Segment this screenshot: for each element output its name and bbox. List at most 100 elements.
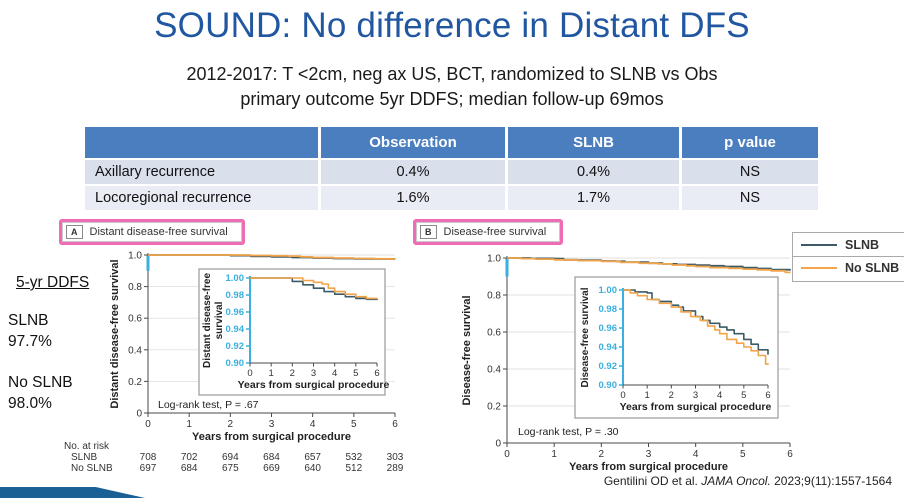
at-risk-value: 289 <box>386 463 404 474</box>
inset-y-axis-label: survival <box>214 301 225 339</box>
log-rank-annotation: Log-rank test, P = .30 <box>518 426 619 438</box>
table-cell: 0.4% <box>321 160 505 184</box>
at-risk-title: No. at risk <box>64 441 110 452</box>
inset-y-tick-label: 0.90 <box>226 358 245 369</box>
inset-y-tick-label: 0.92 <box>226 341 245 352</box>
km-curve-no-slnb <box>507 257 791 274</box>
at-risk-value: 675 <box>221 463 239 474</box>
stats-no-slnb-value: 98.0% <box>8 395 52 412</box>
x-tick-label: 1 <box>551 449 557 460</box>
inset-x-tick-label: 5 <box>741 390 746 401</box>
y-axis-label: Distant disease-free survival <box>109 259 121 408</box>
y-tick-label: 0.2 <box>128 377 142 388</box>
at-risk-value: 669 <box>263 463 280 474</box>
x-tick-label: 0 <box>145 419 151 430</box>
x-tick-label: 4 <box>310 419 316 430</box>
inset-x-tick-label: 0 <box>247 368 252 379</box>
x-tick-label: 2 <box>599 449 605 460</box>
at-risk-value: 657 <box>304 452 321 463</box>
x-axis-label: Years from surgical procedure <box>192 431 351 443</box>
y-axis-label: Disease-free survival <box>461 295 473 405</box>
inset-y-tick-label: 0.98 <box>599 304 618 315</box>
x-tick-label: 3 <box>646 449 652 460</box>
inset-x-axis-label: Years from surgical procedure <box>620 401 772 413</box>
x-tick-label: 3 <box>269 419 275 430</box>
inset-x-tick-label: 2 <box>669 390 674 401</box>
table-cell: Axillary recurrence <box>85 160 318 184</box>
inset-x-tick-label: 1 <box>269 368 274 379</box>
y-tick-label: 1.0 <box>128 251 142 262</box>
at-risk-value: 684 <box>263 452 280 463</box>
x-tick-label: 6 <box>392 419 398 430</box>
inset-y-tick-label: 0.96 <box>599 323 618 334</box>
panel-a-letter: A <box>66 225 83 239</box>
y-tick-label: 0.4 <box>128 345 142 356</box>
no-slnb-line-swatch <box>801 267 837 269</box>
table-header-observation: Observation <box>321 127 505 158</box>
panel-a-km-chart: 0 0.2 0.4 0.6 0.8 1.0 0 1 2 3 4 5 6 Years from surgic… <box>95 244 435 494</box>
citation-prefix: Gentilini OD et al. <box>603 474 702 488</box>
citation-journal: JAMA Oncol. <box>701 474 771 488</box>
y-tick-label: 0.6 <box>487 328 501 339</box>
inset-y-tick-label: 0.94 <box>599 342 618 353</box>
inset-y-tick-label: 0.98 <box>226 290 245 301</box>
subtitle-line-1: 2012-2017: T <2cm, neg ax US, BCT, rando… <box>186 64 718 84</box>
inset-x-tick-label: 4 <box>332 368 337 379</box>
inset-x-axis-label: Years from surgical procedure <box>238 379 390 391</box>
at-risk-row-label-slnb: SLNB <box>71 452 98 463</box>
legend: SLNB No SLNB <box>792 232 904 282</box>
at-risk-value: 512 <box>345 463 363 474</box>
table-header-slnb: SLNB <box>508 127 679 158</box>
recurrence-table: Observation SLNB p value Axillary recurr… <box>85 127 818 210</box>
at-risk-row-label-no-slnb: No SLNB <box>71 463 113 474</box>
x-tick-label: 6 <box>787 449 793 460</box>
decorative-wedge <box>0 487 145 498</box>
x-tick-label: 2 <box>228 419 234 430</box>
at-risk-value: 640 <box>304 463 321 474</box>
table-cell: 1.6% <box>321 186 505 210</box>
log-rank-annotation: Log-rank test, P = .67 <box>158 399 259 411</box>
stats-no-slnb-label: No SLNB <box>8 374 73 391</box>
stats-heading: 5-yr DDFS <box>16 274 90 291</box>
inset-box <box>198 268 386 396</box>
legend-item-slnb: SLNB <box>793 233 904 256</box>
inset-x-tick-label: 6 <box>765 390 770 401</box>
citation-suffix: 2023;9(11):1557-1564 <box>770 474 892 488</box>
legend-label-slnb: SLNB <box>845 237 880 252</box>
at-risk-value: 697 <box>139 463 157 474</box>
table-cell: NS <box>682 160 818 184</box>
table-cell: 0.4% <box>508 160 679 184</box>
inset-x-tick-label: 2 <box>290 368 295 379</box>
at-risk-value: 532 <box>345 452 363 463</box>
y-tick-label: 0 <box>495 439 501 450</box>
inset-x-tick-label: 3 <box>311 368 316 379</box>
y-tick-label: 0.8 <box>128 282 142 293</box>
inset-km-curve-slnb <box>250 277 378 301</box>
panel-a-title: Distant disease-free survival <box>89 226 228 238</box>
x-tick-label: 0 <box>504 449 510 460</box>
at-risk-value: 694 <box>221 452 239 463</box>
at-risk-value: 684 <box>180 463 198 474</box>
inset-x-tick-label: 5 <box>353 368 358 379</box>
at-risk-value: 708 <box>139 452 157 463</box>
inset-km-curve-no-slnb <box>623 289 769 365</box>
panel-b-km-chart: 0 0.2 0.4 0.6 0.8 1.0 0 1 2 3 4 5 6 Years from surgic… <box>455 246 904 494</box>
inset-y-axis-label: Distant disease-free <box>202 273 213 368</box>
x-tick-label: 1 <box>186 419 192 430</box>
y-tick-label: 0.2 <box>487 402 501 413</box>
inset-km-curve-no-slnb <box>250 277 378 300</box>
at-risk-value: 702 <box>180 452 198 463</box>
table-cell: Locoregional recurrence <box>85 186 318 210</box>
stats-slnb-value: 97.7% <box>8 333 52 350</box>
x-tick-label: 4 <box>693 449 699 460</box>
panel-b-title: Disease-free survival <box>443 226 547 238</box>
table-header-pvalue: p value <box>682 127 818 158</box>
inset-x-tick-label: 6 <box>374 368 379 379</box>
y-tick-label: 1.0 <box>487 254 501 265</box>
table-cell: 1.7% <box>508 186 679 210</box>
x-tick-label: 5 <box>351 419 357 430</box>
inset-y-tick-label: 0.96 <box>226 307 245 318</box>
table-header-empty <box>85 127 318 158</box>
